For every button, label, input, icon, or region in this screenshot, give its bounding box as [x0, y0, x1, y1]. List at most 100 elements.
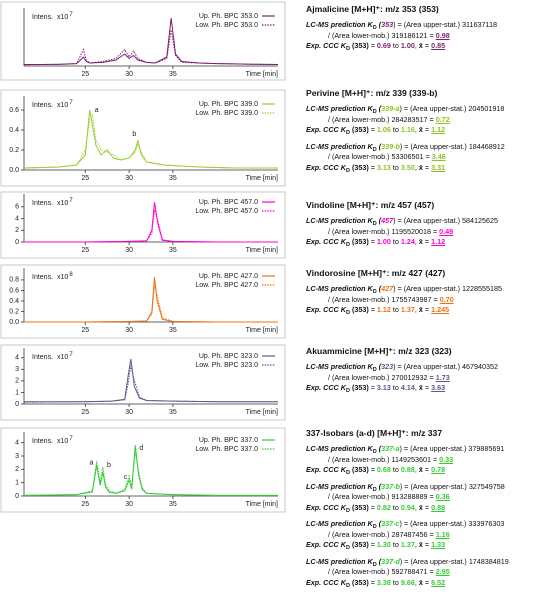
compound-id: 427	[381, 284, 394, 293]
x-tick-label: 35	[169, 327, 177, 334]
kd-min: 0.82	[376, 502, 391, 512]
label: Exp. CCC	[306, 41, 339, 50]
prediction-group: LC-MS prediction KD (337-a) = (Area upper-s…	[306, 444, 549, 476]
label: / (Area lower-mob.)	[328, 529, 390, 539]
reference: (353)	[351, 383, 369, 392]
prediction-row: / (Area lower-mob.) 53306501 = 3.46	[306, 152, 549, 163]
legend-label: Low. Ph. BPC 337.0	[195, 446, 258, 453]
kd-mean: 1.245	[431, 305, 450, 314]
kd-k: K	[367, 362, 373, 371]
label: / (Area lower-mob.)	[328, 372, 390, 382]
kd-d: D	[345, 130, 350, 137]
prediction-row: / (Area lower-mob.) 913288889 = 0.36	[306, 492, 549, 503]
paren: )	[393, 20, 396, 29]
area-lower: 270012932	[391, 372, 428, 382]
label: = (Area upper-stat.)	[397, 362, 461, 371]
chart-frame	[0, 1, 286, 81]
y-tick-label: 0.6	[9, 107, 19, 114]
label: ,	[414, 540, 417, 549]
prediction-row: / (Area lower-mob.) 1195520018 = 0.49	[306, 227, 549, 238]
area-upper: 467940352	[462, 362, 499, 371]
y-tick-label: 1	[15, 389, 19, 396]
label: to	[392, 502, 399, 512]
ccc-row: Exp. CCC KD (353) = 3.13 to 4.14, x̄ = 3.63	[306, 383, 549, 394]
area-lower: 592788471	[391, 567, 428, 576]
kd-max: 1.00	[400, 41, 415, 50]
label: LC-MS prediction	[306, 104, 366, 113]
prediction-row: LC-MS prediction KD (339-b) = (Area upper-s…	[306, 142, 549, 153]
label: =	[370, 577, 375, 587]
label: = (Area upper-stat.)	[397, 20, 461, 29]
chart-frame	[0, 264, 286, 339]
label: =	[424, 383, 430, 392]
kd-d: D	[372, 221, 377, 228]
legend-label: Up. Ph. BPC 457.0	[199, 199, 258, 206]
mean-symbol: x̄	[418, 465, 423, 474]
label: =	[370, 465, 375, 474]
paren: )	[399, 104, 402, 113]
kd-k: K	[340, 237, 346, 246]
kd-min: 0.69	[376, 41, 391, 50]
paren: )	[393, 362, 396, 371]
label: LC-MS prediction	[306, 519, 366, 528]
x-axis-label: Time [min]	[246, 409, 278, 416]
trace	[23, 29, 279, 66]
x-tick-label: 30	[125, 247, 133, 254]
x-tick-label: 30	[125, 175, 133, 182]
kd-min: 1.06	[376, 125, 391, 134]
trace	[23, 109, 278, 169]
label: = (Area upper-stat.)	[404, 141, 467, 151]
y-tick-label: 2	[15, 378, 19, 385]
kd-d: D	[372, 109, 377, 116]
prediction-group: LC-MS prediction KD (427) = (Area upper-sta…	[306, 284, 549, 316]
label: to	[392, 540, 399, 549]
area-upper: 184468912	[468, 141, 505, 151]
label: / (Area lower-mob.)	[328, 114, 390, 124]
label: =	[370, 237, 375, 246]
compound-id: 339-a	[381, 104, 400, 113]
label: to	[392, 41, 399, 50]
x-tick-label: 35	[169, 71, 177, 78]
area-lower: 1755743987	[391, 294, 432, 304]
paren: (	[378, 20, 382, 29]
kd-max: 1.37	[400, 540, 415, 549]
label: to	[392, 305, 399, 314]
label: =	[424, 162, 430, 172]
legend-label: Low. Ph. BPC 339.0	[195, 110, 258, 117]
intensity-label: Intens. x107	[32, 352, 73, 361]
intensity-label: Intens. x107	[32, 198, 73, 207]
kd-k: K	[367, 444, 373, 453]
peak-label: d	[139, 445, 143, 452]
reference: (353)	[351, 237, 369, 246]
label: =	[370, 383, 375, 392]
kd-k: K	[367, 141, 373, 151]
kd-max: 9.66	[400, 577, 415, 587]
label: =	[370, 162, 375, 172]
kd-max: 3.50	[400, 162, 415, 172]
kd-d: D	[345, 545, 350, 552]
panel-title: Vindoline [M+H]⁺: m/z 457 (457)	[306, 200, 435, 210]
legend-label: Low. Ph. BPC 457.0	[195, 208, 258, 215]
x-axis-label: Time [min]	[246, 175, 278, 182]
kd-d: D	[345, 242, 350, 249]
prediction-row: LC-MS prediction KD (337-a) = (Area upper-s…	[306, 444, 549, 455]
intensity-label: Intens. x107	[32, 436, 73, 445]
x-axis-label: Time [min]	[246, 71, 278, 78]
scale-exponent: 7	[69, 436, 73, 442]
x-tick-label: 25	[81, 247, 89, 254]
kd-max: 0.88	[400, 465, 415, 474]
intensity-label: Intens. x107	[32, 12, 73, 21]
label: LC-MS prediction	[306, 284, 366, 293]
peak-label: a	[95, 107, 99, 114]
prediction-group: LC-MS prediction KD (339-b) = (Area upper-s…	[306, 142, 549, 174]
text-panel: Vindorosine [M+H]⁺: m/z 427 (427) LC-MS p…	[306, 268, 549, 322]
panel-title: Vindorosine [M+H]⁺: m/z 427 (427)	[306, 268, 446, 278]
kd-k: K	[340, 465, 346, 474]
scale-exponent: 7	[69, 12, 73, 18]
x-axis-label: Time [min]	[246, 247, 278, 254]
y-tick-label: 4	[15, 440, 19, 447]
panel-title: Perivine [M+H]⁺: m/z 339 (339-b)	[306, 88, 438, 98]
kd-ratio: 0.36	[435, 492, 450, 501]
reference: (353)	[351, 41, 369, 50]
ccc-row: Exp. CCC KD (353) = 0.68 to 0.88, x̄ = 0.78	[306, 465, 549, 476]
